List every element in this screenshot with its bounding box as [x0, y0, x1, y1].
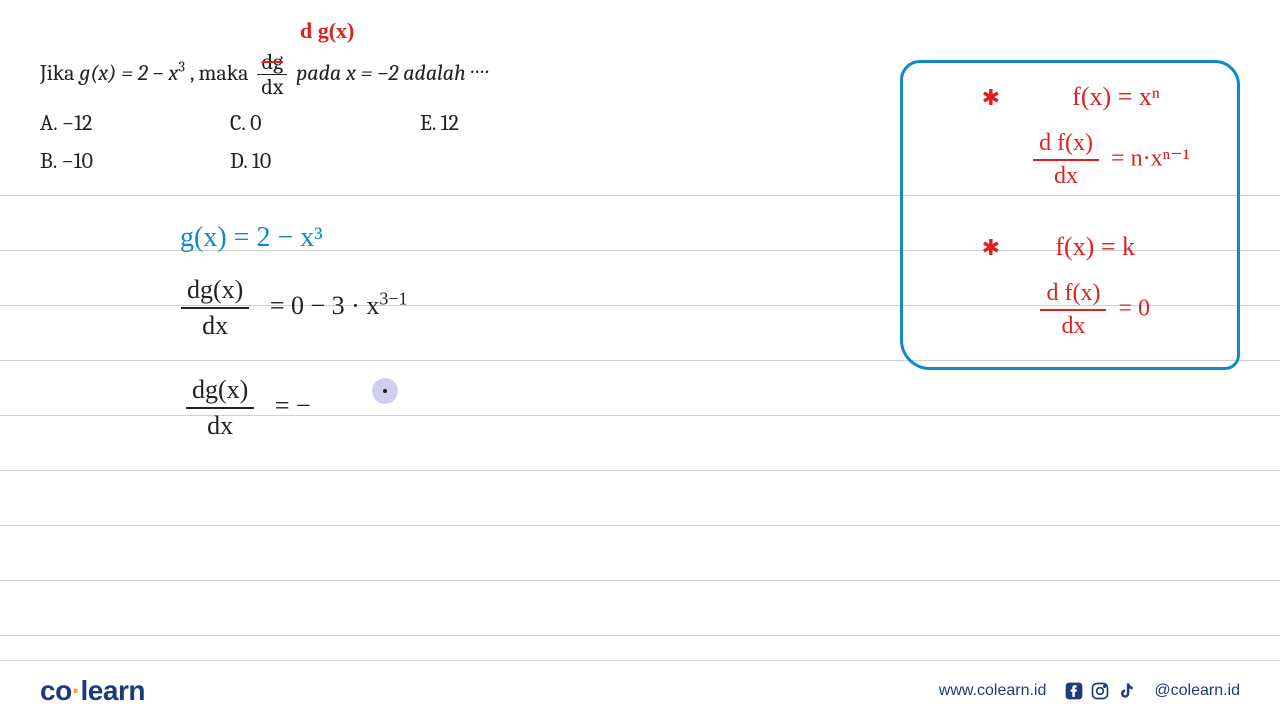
tiktok-icon: [1116, 681, 1136, 701]
option-d: D. 10: [230, 148, 310, 174]
cursor-indicator: [372, 378, 398, 404]
social-icons: [1064, 681, 1136, 701]
q-gx-exp: 3: [178, 59, 185, 76]
work-line2-num: dg(x): [181, 275, 249, 309]
footer-bar: co·learn www.colearn.id @colearn.id: [0, 660, 1280, 720]
option-e: E. 12: [420, 110, 500, 136]
rule2-b-num: d f(x): [1040, 280, 1106, 311]
red-correction: d g(x): [300, 18, 354, 44]
work-line3: dg(x) dx = −: [180, 375, 311, 441]
work-line2-den: dx: [181, 309, 249, 341]
option-c: C. 0: [230, 110, 310, 136]
option-b: B. −10: [40, 148, 120, 174]
footer-right: www.colearn.id @colearn.id: [939, 681, 1240, 701]
brand-logo: co·learn: [40, 675, 145, 707]
rule1-star: ✱: [982, 85, 1000, 111]
work-line3-den: dx: [186, 409, 254, 441]
rule2-b-frac: d f(x) dx: [1040, 280, 1106, 340]
work-line1: g(x) = 2 − x³: [180, 222, 323, 254]
rule1-b-num: d f(x): [1033, 130, 1099, 161]
rule1-b: d f(x) dx = n·xⁿ⁻¹: [1027, 130, 1190, 190]
q-fraction: dg dx: [257, 50, 287, 99]
rule2-b: d f(x) dx = 0: [1034, 280, 1150, 340]
question-text: Jika g(x) = 2 − x3 , maka dg dx pada x =…: [40, 50, 485, 99]
rule1-b-den: dx: [1033, 161, 1099, 190]
option-a: A. −12: [40, 110, 120, 136]
logo-dot: ·: [72, 675, 81, 706]
q-middle: , maka: [190, 60, 254, 86]
rule1-b-rhs: = n·xⁿ⁻¹: [1111, 146, 1190, 172]
work-line2-rhs: = 0 − 3 · x: [270, 291, 379, 320]
footer-url: www.colearn.id: [939, 682, 1047, 700]
q-frac-den: dx: [257, 75, 287, 99]
facebook-icon: [1064, 681, 1084, 701]
q-suffix: pada x = −2 adalah · · · ·: [296, 60, 485, 86]
rule2-b-rhs: = 0: [1118, 296, 1150, 322]
work-line2: dg(x) dx = 0 − 3 · x3−1: [175, 275, 407, 341]
work-line3-num: dg(x): [186, 375, 254, 409]
rule2-star: ✱: [982, 235, 1000, 261]
footer-handle: @colearn.id: [1154, 682, 1240, 700]
work-line3-frac: dg(x) dx: [186, 375, 254, 441]
rule2-a: f(x) = k: [1055, 232, 1135, 262]
q-gx: g(x) = 2 − x: [79, 60, 178, 86]
logo-co: co: [40, 675, 72, 706]
work-line2-frac: dg(x) dx: [181, 275, 249, 341]
q-frac-num: dg: [257, 50, 287, 75]
answer-options: A. −12 C. 0 E. 12 B. −10 D. 10: [40, 110, 500, 186]
work-line3-rhs: = −: [275, 391, 311, 420]
rule2-b-den: dx: [1040, 311, 1106, 340]
work-line2-exp: 3−1: [379, 288, 407, 308]
rule1-a: f(x) = xⁿ: [1072, 82, 1160, 112]
instagram-icon: [1090, 681, 1110, 701]
logo-learn: learn: [81, 675, 145, 706]
rule1-b-frac: d f(x) dx: [1033, 130, 1099, 190]
q-prefix: Jika: [40, 60, 79, 86]
